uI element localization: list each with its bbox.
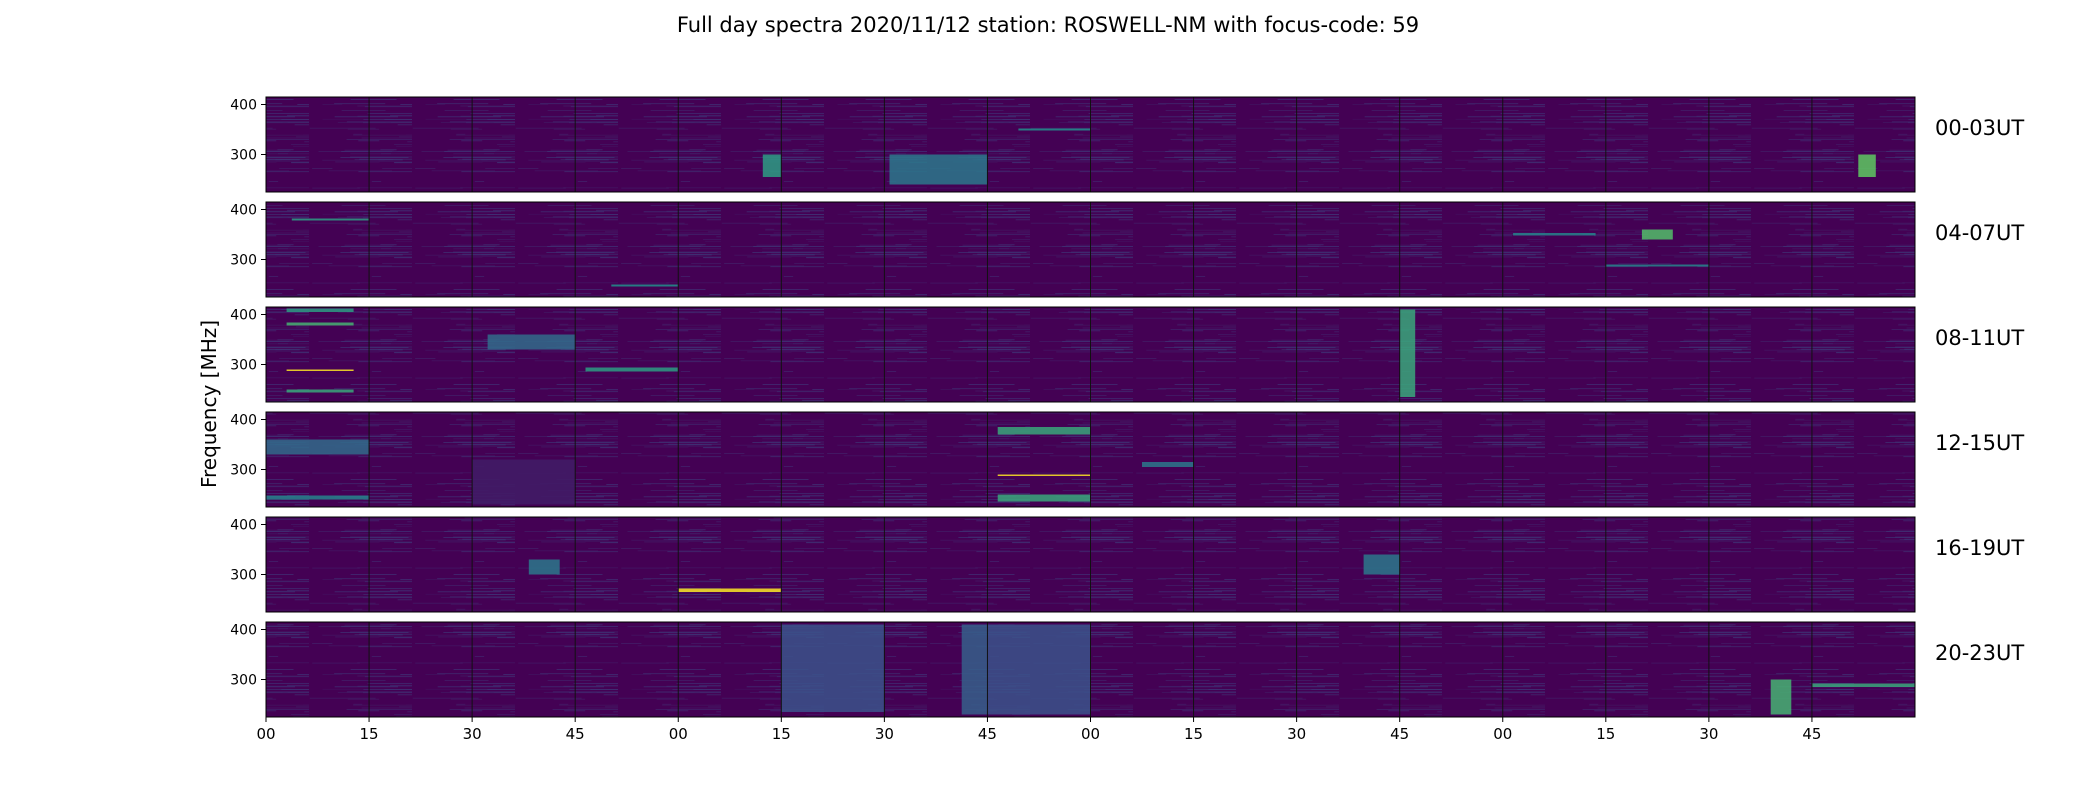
y-tick-label: 400 (230, 98, 257, 114)
y-tick-label: 400 (230, 623, 257, 639)
y-tick-label: 300 (230, 673, 257, 689)
x-tick-label: 45 (1802, 725, 1821, 743)
row-frame (265, 411, 1916, 508)
spectral-feature (585, 367, 679, 372)
spectral-feature (1513, 233, 1596, 236)
spectral-feature (889, 154, 988, 185)
spectral-feature (1399, 309, 1416, 397)
row-frame (265, 516, 1916, 613)
row-frame (265, 306, 1916, 403)
x-tick-label: 00 (669, 725, 688, 743)
y-tick-label: 400 (230, 203, 257, 219)
y-tick-label: 300 (230, 358, 257, 374)
row-time-label: 08-11UT (1935, 326, 2024, 350)
spectral-feature (286, 369, 354, 371)
spectra-row: 400 300 04-07UT (230, 201, 2024, 298)
spectral-feature (997, 427, 1091, 435)
spectra-rows: 40030000-03UT40030004-07UT40030008-11UT4… (230, 96, 2024, 718)
y-tick-label: 300 (230, 568, 257, 584)
spectral-feature (291, 218, 370, 221)
row-time-label: 20-23UT (1935, 641, 2024, 665)
spectral-feature (1363, 554, 1400, 575)
spectra-row: 400 300 00-03UT (230, 96, 2024, 193)
x-tick-label: 30 (463, 725, 482, 743)
spectral-feature (678, 588, 782, 592)
spectral-feature (1641, 229, 1673, 240)
spectral-feature (1770, 679, 1792, 715)
spectral-feature (487, 334, 576, 350)
spectral-feature (286, 308, 354, 312)
x-tick-label: 15 (360, 725, 379, 743)
x-tick-label: 00 (1081, 725, 1100, 743)
spectral-feature (472, 459, 576, 505)
spectral-feature (1605, 264, 1709, 267)
row-time-label: 12-15UT (1935, 431, 2024, 455)
row-frame (265, 201, 1916, 298)
chart-title: Full day spectra 2020/11/12 station: ROS… (677, 13, 1419, 37)
spectral-feature (286, 322, 354, 326)
spectra-row: 400 300 12-15UT (230, 411, 2024, 508)
x-tick-label: 45 (978, 725, 997, 743)
spectral-feature (762, 154, 782, 177)
spectral-feature (1811, 683, 1915, 687)
y-axis-label: Frequency [MHz] (197, 320, 221, 488)
x-tick-label: 00 (256, 725, 275, 743)
y-tick-label: 300 (230, 253, 257, 269)
y-tick-label: 300 (230, 148, 257, 164)
y-tick-label: 400 (230, 308, 257, 324)
x-tick-label: 00 (1493, 725, 1512, 743)
spectral-feature (997, 494, 1091, 502)
row-time-label: 04-07UT (1935, 221, 2024, 245)
x-tick-label: 30 (1699, 725, 1718, 743)
y-tick-label: 300 (230, 463, 257, 479)
row-frame (265, 96, 1916, 193)
row-time-label: 00-03UT (1935, 116, 2024, 140)
spectral-feature (266, 495, 370, 500)
spectral-feature (1018, 128, 1091, 131)
x-axis: 00 15 30 45 00 15 30 45 00 15 30 45 00 15 30 45 (256, 717, 1821, 743)
x-tick-label: 30 (875, 725, 894, 743)
spectral-feature (1858, 154, 1876, 177)
x-tick-label: 15 (1596, 725, 1615, 743)
spectral-feature (781, 624, 885, 712)
spectra-row: 400 300 16-19UT (230, 516, 2024, 613)
y-tick-label: 400 (230, 518, 257, 534)
y-tick-label: 400 (230, 413, 257, 429)
spectra-row: 400 300 08-11UT (230, 306, 2024, 403)
x-tick-label: 45 (1390, 725, 1409, 743)
spectral-feature (1142, 462, 1194, 467)
spectral-feature (528, 559, 560, 575)
spectral-feature (286, 389, 354, 393)
spectra-row: 400 300 20-23UT (230, 621, 2024, 718)
row-time-label: 16-19UT (1935, 536, 2024, 560)
spectral-feature (611, 284, 679, 287)
x-tick-label: 15 (772, 725, 791, 743)
x-tick-label: 45 (566, 725, 585, 743)
spectral-feature (987, 624, 1091, 715)
spectral-feature (997, 474, 1091, 476)
spectral-feature (266, 439, 370, 455)
x-tick-label: 15 (1184, 725, 1203, 743)
spectral-feature (961, 624, 988, 715)
x-tick-label: 30 (1287, 725, 1306, 743)
